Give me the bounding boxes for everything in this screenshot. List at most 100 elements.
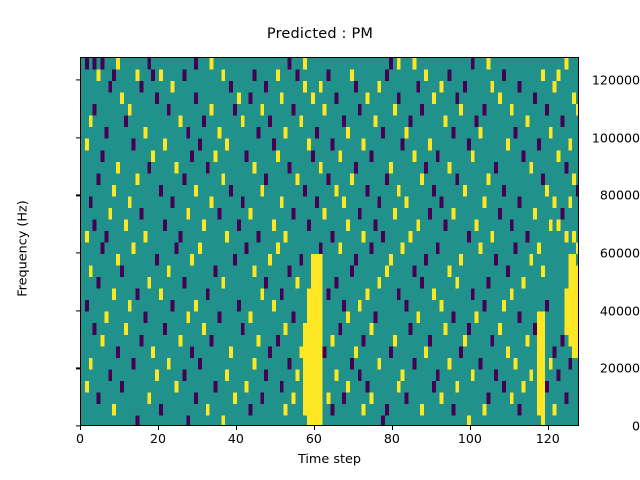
heatmap-cell: [318, 254, 323, 266]
heatmap-cell: [404, 196, 409, 208]
x-tick-mark: [547, 426, 549, 430]
heatmap-cell: [233, 104, 237, 116]
heatmap-cell: [135, 415, 140, 425]
heatmap-cell: [361, 334, 366, 347]
heatmap-cell: [318, 392, 323, 404]
heatmap-cell: [295, 173, 300, 185]
heatmap-cell: [252, 69, 257, 82]
heatmap-cell: [197, 357, 202, 370]
heatmap-cell: [342, 300, 347, 312]
heatmap-cell: [346, 127, 350, 139]
y-tick-label: 0: [631, 418, 640, 434]
heatmap-cell: [92, 219, 97, 231]
heatmap-cell: [494, 254, 499, 266]
heatmap-cell: [108, 207, 113, 220]
heatmap-cell: [357, 207, 362, 220]
heatmap-cell: [127, 300, 132, 312]
heatmap-cell: [166, 265, 171, 278]
y-tick-label: 120000: [591, 72, 640, 88]
heatmap-cell: [447, 265, 452, 278]
heatmap-cell: [525, 334, 530, 347]
heatmap-cell: [311, 323, 315, 335]
heatmap-cell: [194, 392, 198, 404]
heatmap-cell: [311, 254, 315, 266]
heatmap-cell: [466, 415, 471, 425]
heatmap-cell: [556, 150, 561, 162]
heatmap-cell: [365, 184, 370, 197]
heatmap-cell: [361, 138, 366, 151]
heatmap-cell: [537, 357, 542, 370]
heatmap-cell: [400, 369, 405, 381]
heatmap-cell: [330, 138, 335, 151]
heatmap-cell: [119, 92, 124, 105]
heatmap-cell: [108, 369, 113, 381]
heatmap-cell: [529, 254, 534, 266]
heatmap-cell: [568, 323, 573, 335]
heatmap-cell: [256, 230, 261, 243]
x-tick-mark: [235, 426, 238, 430]
heatmap-cell: [396, 380, 401, 393]
heatmap-cell: [112, 69, 117, 82]
heatmap-cell: [424, 161, 428, 174]
x-tick-label: 80: [383, 431, 400, 446]
heatmap-cell: [474, 115, 479, 128]
heatmap-cell: [490, 81, 495, 93]
heatmap-cell: [217, 127, 222, 139]
heatmap-cell: [396, 58, 401, 70]
heatmap-cell: [338, 323, 343, 335]
heatmap-cell: [291, 392, 296, 404]
heatmap-cell: [498, 92, 503, 105]
heatmap-cell: [104, 311, 109, 324]
heatmap-cell: [568, 311, 573, 324]
heatmap-cell: [229, 184, 234, 197]
heatmap-cell: [127, 104, 132, 116]
heatmap-cell: [537, 403, 542, 416]
heatmap-cell: [182, 369, 187, 381]
heatmap-cell: [330, 230, 335, 243]
y-tick-mark: [76, 367, 80, 369]
heatmap-cell: [478, 242, 483, 255]
heatmap-cell: [240, 115, 245, 128]
heatmap-cell: [116, 346, 120, 358]
heatmap-cell: [295, 69, 300, 82]
heatmap-cell: [158, 184, 163, 197]
heatmap-cell: [307, 288, 312, 301]
heatmap-cell: [513, 127, 518, 139]
heatmap-cell: [408, 230, 413, 243]
heatmap-cell: [427, 207, 432, 220]
heatmap-cell: [365, 288, 370, 301]
heatmap-cell: [537, 311, 542, 324]
heatmap-cell: [194, 58, 198, 70]
heatmap-cell: [552, 403, 557, 416]
heatmap-cell: [307, 369, 312, 381]
heatmap-cell: [349, 357, 354, 370]
heatmap-cell: [318, 161, 323, 174]
heatmap-cell: [174, 161, 179, 174]
heatmap-cell: [388, 254, 393, 266]
x-tick-mark: [80, 426, 82, 430]
heatmap-cell: [100, 150, 105, 162]
heatmap-cell: [408, 323, 413, 335]
heatmap-cell: [116, 58, 120, 70]
heatmap-cell: [447, 357, 452, 370]
heatmap-cell: [303, 346, 308, 358]
heatmap-cell: [439, 300, 444, 312]
y-tick-mark: [76, 79, 80, 81]
heatmap-cell: [490, 230, 495, 243]
heatmap-cell: [264, 369, 269, 381]
y-tick-mark: [76, 194, 80, 196]
heatmap-cell: [209, 58, 214, 70]
heatmap-cell: [275, 69, 280, 82]
heatmap-cell: [158, 403, 163, 416]
heatmap-cell: [420, 277, 425, 289]
heatmap-cell: [127, 196, 132, 208]
heatmap-cell: [283, 323, 288, 335]
heatmap-cell: [396, 92, 401, 105]
heatmap-cell: [513, 242, 518, 255]
heatmap-cell: [119, 380, 124, 393]
heatmap-cell: [435, 242, 440, 255]
heatmap-cell: [307, 392, 312, 404]
heatmap-cell: [182, 277, 187, 289]
x-tick-label: 40: [227, 431, 244, 446]
heatmap-cell: [252, 357, 257, 370]
